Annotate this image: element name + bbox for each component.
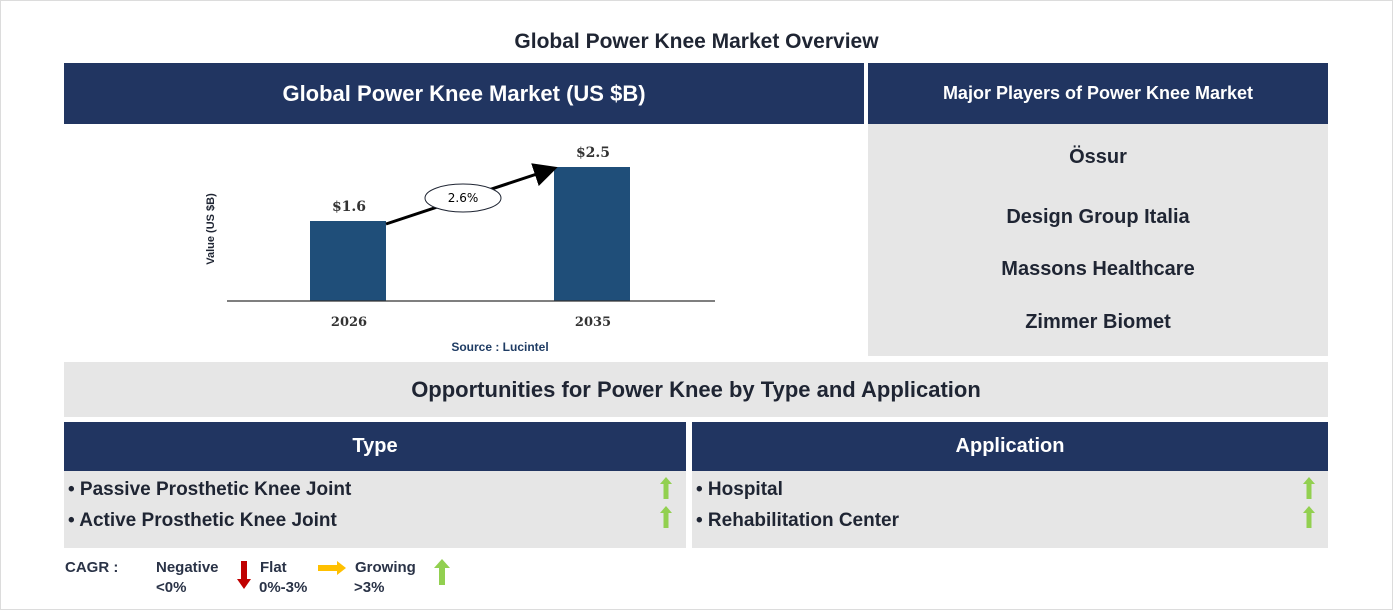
type-header: Type (64, 422, 686, 471)
player-item: Össur (1069, 146, 1127, 168)
legend-flat-name: Flat (260, 559, 287, 576)
y-axis-label: Value (US $B) (205, 193, 217, 265)
legend-growing-range: >3% (354, 579, 385, 596)
legend-label: CAGR : (65, 559, 119, 576)
growing-arrow-icon (660, 477, 672, 499)
cagr-label: 2.6% (448, 191, 479, 205)
chart-source: Source : Lucintel (451, 340, 548, 354)
application-item: • Rehabilitation Center (696, 510, 900, 531)
x-tick-2026: 2026 (331, 315, 367, 330)
bar-2035 (554, 167, 630, 301)
value-label-2026: $1.6 (332, 199, 366, 215)
players-panel-header: Major Players of Power Knee Market (868, 63, 1328, 124)
player-item: Design Group Italia (1006, 206, 1190, 228)
negative-arrow-icon (237, 561, 251, 589)
type-item: • Active Prosthetic Knee Joint (68, 510, 337, 531)
legend-growing-name: Growing (355, 559, 416, 576)
chart-svg: Value (US $B) $1.6 $2.5 2026 2035 2.6% S… (205, 145, 715, 354)
application-list: • Hospital • Rehabilitation Center (692, 471, 1328, 548)
flat-arrow-icon (318, 561, 346, 575)
type-item: • Passive Prosthetic Knee Joint (68, 479, 352, 500)
growing-arrow-icon (660, 506, 672, 528)
application-header: Application (692, 422, 1328, 471)
player-item: Zimmer Biomet (1025, 311, 1171, 333)
market-panel-header: Global Power Knee Market (US $B) (64, 63, 864, 124)
application-title: Application (955, 435, 1065, 457)
x-tick-2035: 2035 (575, 315, 611, 330)
market-panel-title: Global Power Knee Market (US $B) (282, 80, 646, 106)
growing-arrow-icon (1303, 477, 1315, 499)
players-panel-title: Major Players of Power Knee Market (942, 83, 1254, 103)
growing-arrow-icon (434, 559, 450, 585)
type-list: • Passive Prosthetic Knee Joint • Active… (64, 471, 686, 548)
players-list: Össur Design Group Italia Massons Health… (868, 124, 1328, 356)
cagr-legend: CAGR : Negative <0% Flat 0%-3% Growing >… (0, 558, 600, 603)
bar-2026 (310, 221, 386, 301)
player-item: Massons Healthcare (1001, 258, 1195, 280)
growing-arrow-icon (1303, 506, 1315, 528)
opportunities-title-band: Opportunities for Power Knee by Type and… (64, 362, 1328, 417)
market-bar-chart: Value (US $B) $1.6 $2.5 2026 2035 2.6% S… (64, 124, 864, 356)
cagr-ellipse (424, 183, 502, 213)
type-title: Type (352, 435, 398, 457)
application-item: • Hospital (696, 479, 783, 500)
legend-negative-range: <0% (156, 579, 187, 596)
opportunities-title: Opportunities for Power Knee by Type and… (411, 376, 981, 402)
page-title: Global Power Knee Market Overview (514, 30, 879, 53)
legend-flat-range: 0%-3% (259, 579, 308, 596)
legend-negative-name: Negative (156, 559, 219, 576)
value-label-2035: $2.5 (576, 145, 610, 161)
